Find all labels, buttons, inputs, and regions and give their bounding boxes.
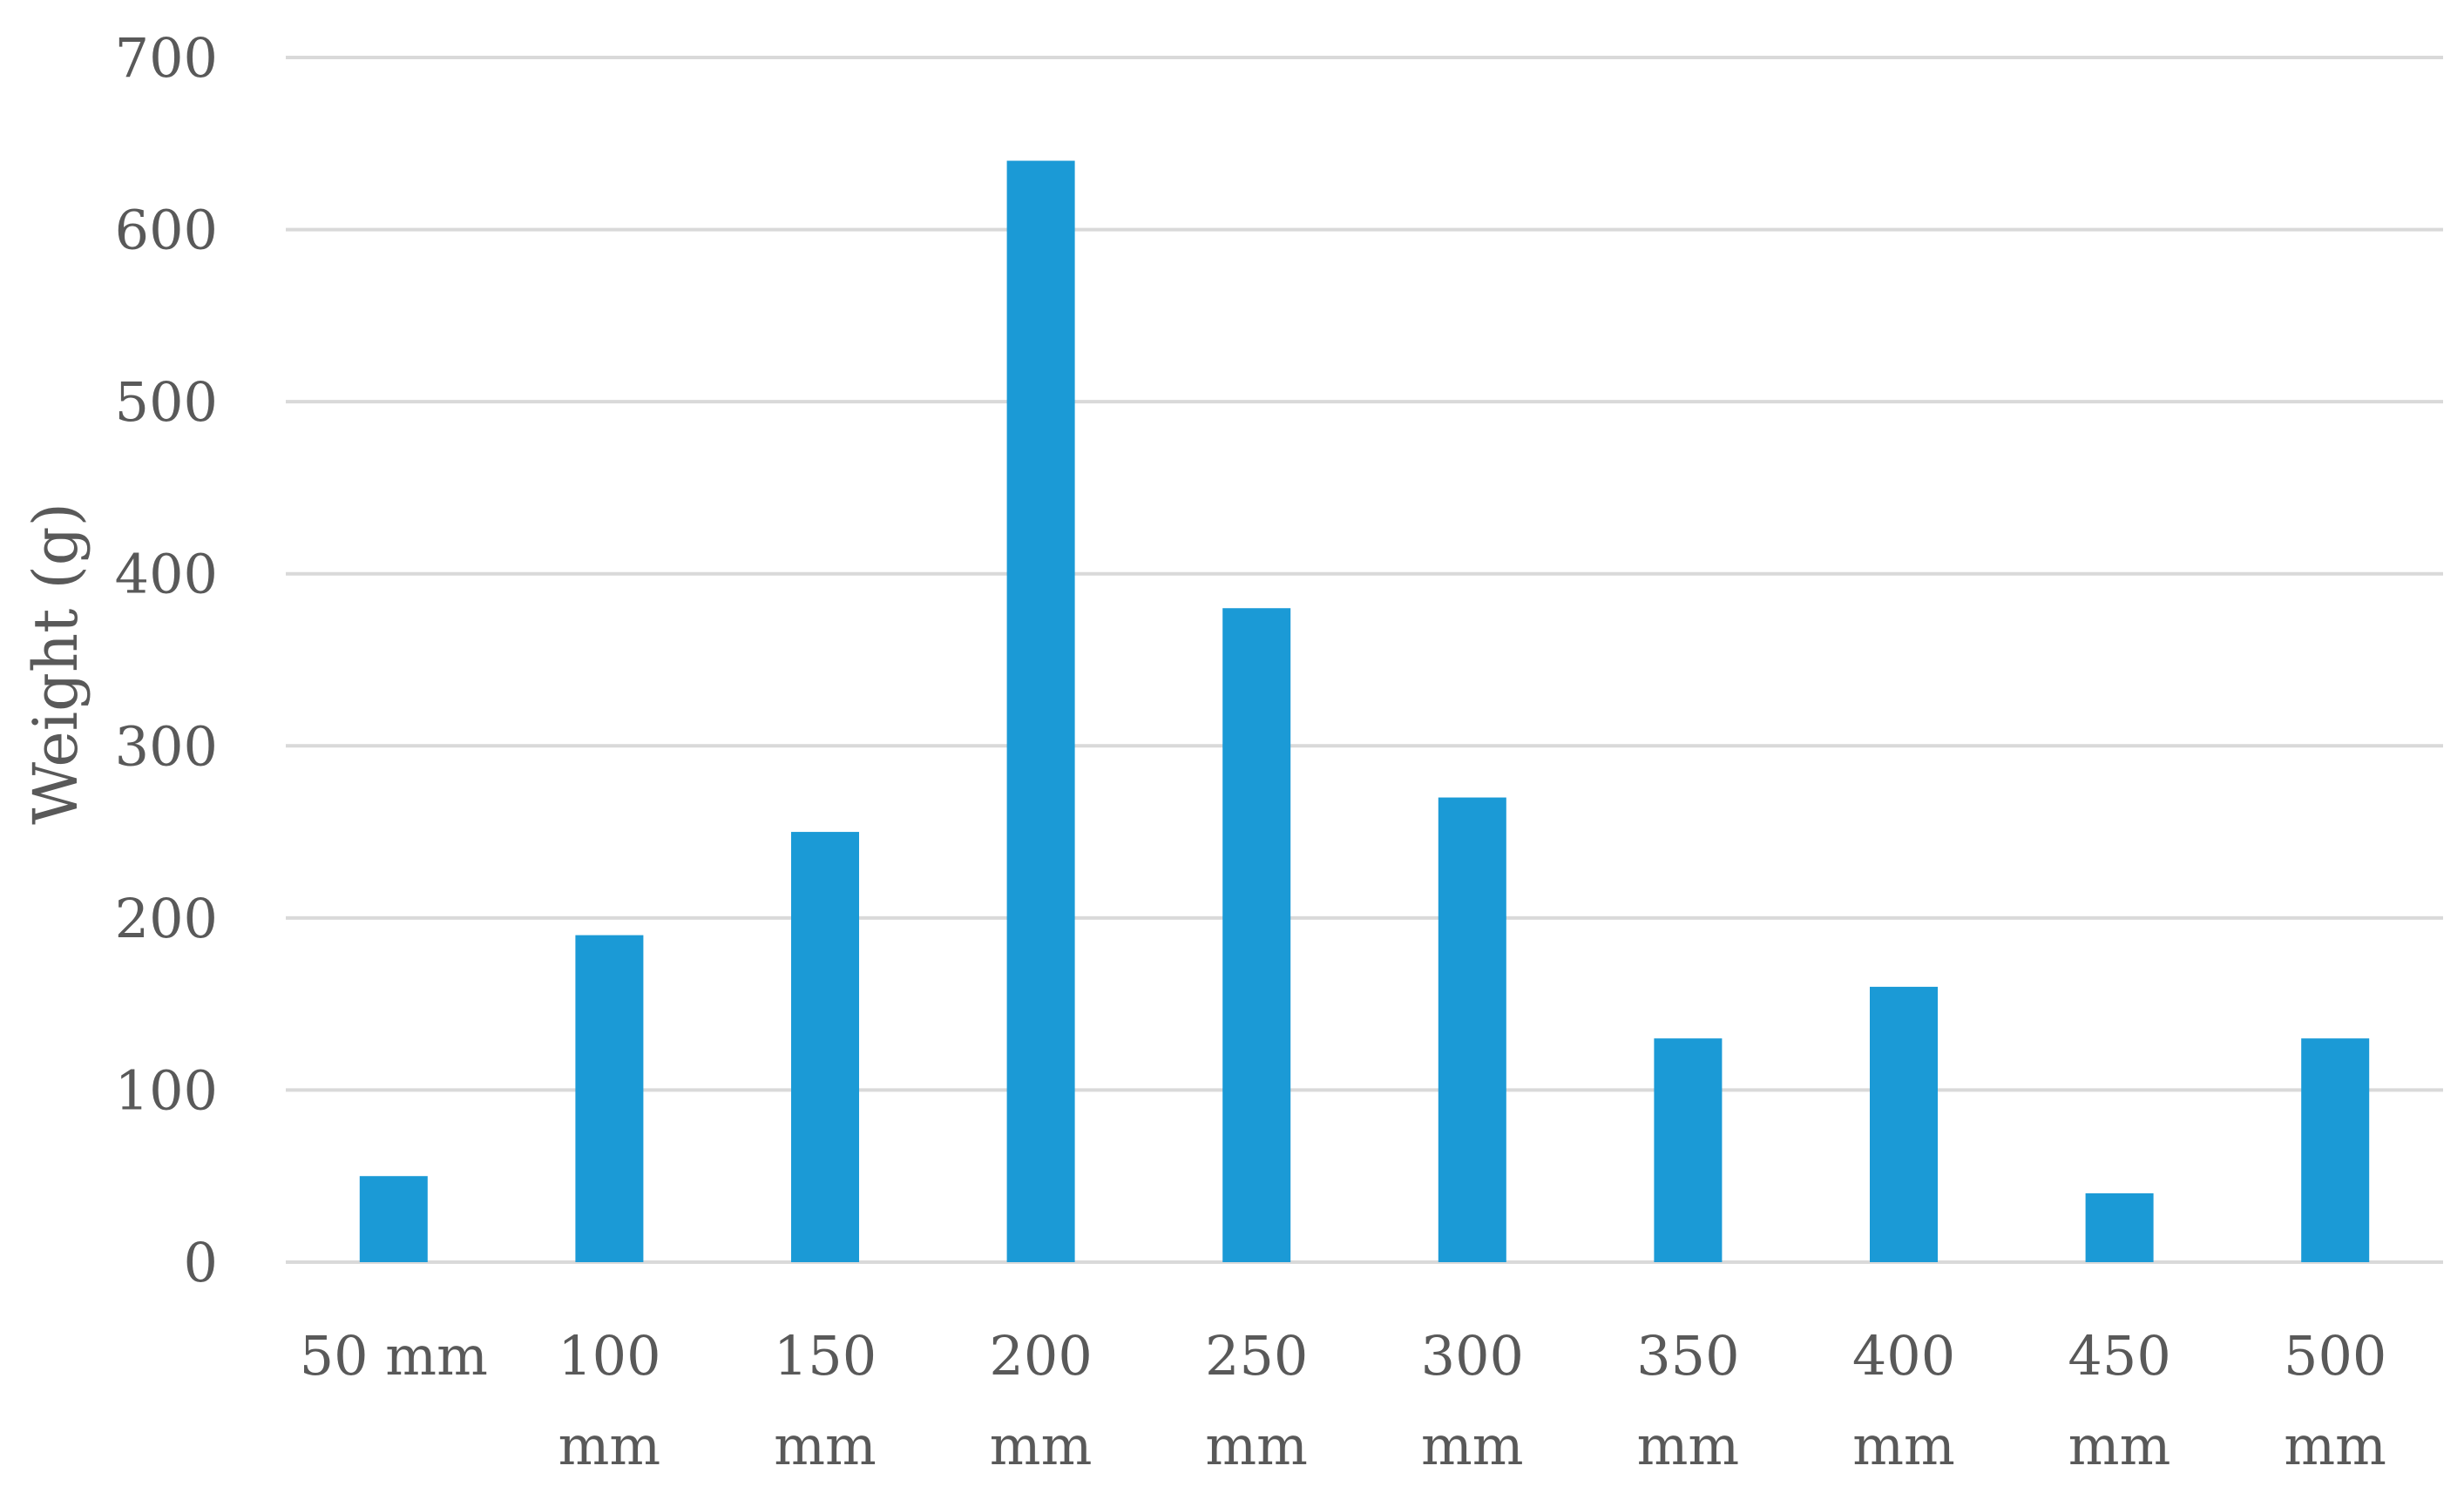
x-tick-label: 150 mm — [774, 1324, 877, 1477]
x-tick-label: 200 mm — [989, 1324, 1092, 1477]
bar-50-mm — [359, 1176, 428, 1262]
x-tick-labels: 50 mm 100 mm 150 mm 200 mm 250 mm 300 mm 350 mm 400 mm… — [300, 1324, 2387, 1477]
bar-250-mm — [1222, 608, 1291, 1262]
y-tick-labels: 0 100 200 300 400 500 600 700 — [115, 26, 218, 1294]
bar-350-mm — [1654, 1038, 1723, 1262]
bar-450-mm — [2085, 1192, 2154, 1262]
bars — [359, 160, 2370, 1263]
x-tick-label: 350 mm — [1636, 1324, 1739, 1477]
y-tick-label: 100 — [115, 1058, 218, 1122]
x-tick-label: 450 mm — [2068, 1324, 2170, 1477]
y-tick-label: 500 — [115, 370, 218, 434]
y-tick-label: 200 — [115, 887, 218, 950]
y-tick-label: 0 — [184, 1231, 218, 1294]
bar-150-mm — [791, 832, 859, 1262]
bar-500-mm — [2301, 1038, 2370, 1262]
x-tick-label: 500 mm — [2284, 1324, 2386, 1477]
bar-100-mm — [575, 935, 644, 1262]
y-tick-label: 700 — [115, 26, 218, 90]
gridlines — [286, 56, 2443, 1264]
bar-400-mm — [1870, 986, 1938, 1262]
x-tick-label: 250 mm — [1205, 1324, 1308, 1477]
x-tick-label: 50 mm — [300, 1324, 488, 1388]
y-tick-label: 400 — [115, 543, 218, 606]
x-tick-label: 100 mm — [558, 1324, 660, 1477]
bar-300-mm — [1438, 797, 1506, 1262]
bar-200-mm — [1006, 160, 1075, 1263]
x-tick-label: 400 mm — [1852, 1324, 1955, 1477]
x-tick-label: 300 mm — [1421, 1324, 1524, 1477]
y-axis-title: Weight (g) — [20, 503, 91, 825]
y-tick-label: 600 — [115, 199, 218, 262]
y-tick-label: 300 — [115, 714, 218, 778]
